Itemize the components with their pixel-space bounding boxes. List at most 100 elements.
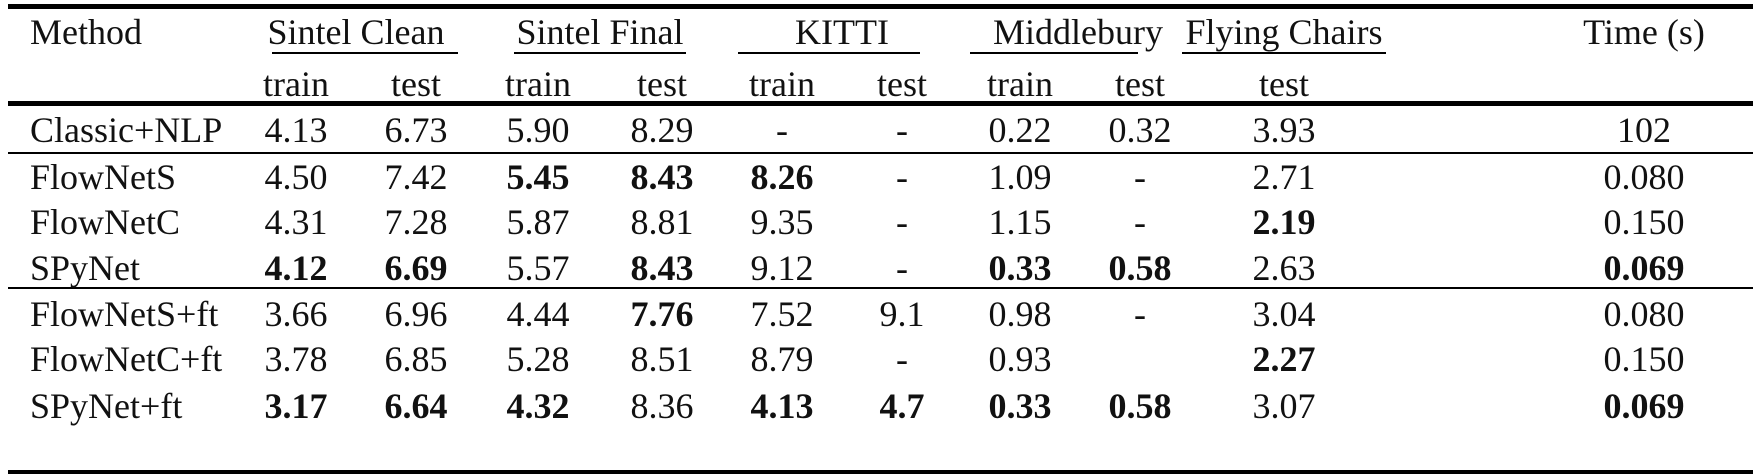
table-cell: 3.78 — [264, 339, 328, 379]
table-cell: 8.29 — [630, 110, 694, 150]
table-cell: - — [1134, 157, 1146, 197]
table-cell: 2.19 — [1252, 202, 1316, 242]
group-rule-2 — [8, 287, 1753, 289]
row-method: FlowNetS — [30, 157, 177, 197]
header-group-5: Flying Chairs — [1185, 12, 1383, 52]
header-group-3: KITTI — [795, 12, 889, 52]
row-method: FlowNetC+ft — [30, 339, 223, 379]
row-method: Classic+NLP — [30, 110, 223, 150]
table-cell: 0.22 — [988, 110, 1052, 150]
table-cell: 4.31 — [264, 202, 328, 242]
table-cell: 3.04 — [1252, 294, 1316, 334]
row-method: FlowNetC — [30, 202, 181, 242]
table-cell: - — [896, 248, 908, 288]
subheader-4: test — [637, 64, 687, 104]
header-group-1: Sintel Clean — [267, 12, 445, 52]
subheader-5: train — [749, 64, 815, 104]
table-cell: 0.33 — [988, 386, 1052, 426]
table-cell: 0.98 — [988, 294, 1052, 334]
table-cell: - — [896, 202, 908, 242]
table-cell: 4.12 — [264, 248, 328, 288]
header-group-underline-4 — [970, 52, 1138, 54]
table-cell: 8.43 — [630, 248, 694, 288]
table-cell: 4.32 — [506, 386, 570, 426]
table-cell: 8.36 — [630, 386, 694, 426]
table-cell: 5.28 — [506, 339, 570, 379]
table-cell: 4.7 — [879, 386, 925, 426]
group-rule-1 — [8, 152, 1753, 154]
table-cell: 0.32 — [1108, 110, 1172, 150]
table-cell: 6.73 — [384, 110, 448, 150]
subheader-1: train — [263, 64, 329, 104]
table-cell: 5.90 — [506, 110, 570, 150]
header-group-underline-3 — [738, 52, 920, 54]
table-cell: 3.66 — [264, 294, 328, 334]
table-cell: 0.58 — [1108, 248, 1172, 288]
table-cell: - — [896, 157, 908, 197]
table-cell: 0.080 — [1603, 294, 1685, 334]
table-cell: 4.44 — [506, 294, 570, 334]
table-cell: 3.07 — [1252, 386, 1316, 426]
results-table: Method Sintel Clean Sintel Final KITTI Middl… — [8, 0, 1753, 476]
subheader-6: test — [877, 64, 927, 104]
header-time: Time (s) — [1583, 12, 1705, 52]
table-cell: 0.150 — [1603, 202, 1685, 242]
table-cell: 0.150 — [1603, 339, 1685, 379]
header-group-underline-5 — [1182, 52, 1386, 54]
table-cell: - — [1134, 294, 1146, 334]
table-cell: 9.12 — [750, 248, 814, 288]
table-cell: 0.069 — [1603, 248, 1685, 288]
table-cell: 5.57 — [506, 248, 570, 288]
row-method: FlowNetS+ft — [30, 294, 219, 334]
row-method: SPyNet+ft — [30, 386, 183, 426]
table-cell: 9.35 — [750, 202, 814, 242]
table-cell: - — [1134, 202, 1146, 242]
bottom-rule — [8, 470, 1753, 474]
table-cell: 7.42 — [384, 157, 448, 197]
header-group-underline-1 — [272, 52, 458, 54]
subheader-8: test — [1115, 64, 1165, 104]
table-cell: 8.43 — [630, 157, 694, 197]
table-cell: 102 — [1617, 110, 1671, 150]
table-cell: 5.87 — [506, 202, 570, 242]
subheader-9: test — [1259, 64, 1309, 104]
table-cell: 6.85 — [384, 339, 448, 379]
table-cell: 3.93 — [1252, 110, 1316, 150]
table-cell: 1.09 — [988, 157, 1052, 197]
table-cell: 4.50 — [264, 157, 328, 197]
table-cell: 6.96 — [384, 294, 448, 334]
table-cell: - — [896, 110, 908, 150]
table-cell: 7.76 — [630, 294, 694, 334]
table-cell: 8.79 — [750, 339, 814, 379]
table-cell: - — [896, 339, 908, 379]
header-group-2: Sintel Final — [516, 12, 684, 52]
table-cell: 3.17 — [264, 386, 328, 426]
table-cell: 9.1 — [879, 294, 925, 334]
subheader-3: train — [505, 64, 571, 104]
table-cell: 8.26 — [750, 157, 814, 197]
table-cell: - — [776, 110, 788, 150]
table-cell: 0.080 — [1603, 157, 1685, 197]
table-cell: 0.58 — [1108, 386, 1172, 426]
header-group-4: Middlebury — [993, 12, 1163, 52]
subheader-7: train — [987, 64, 1053, 104]
table-cell: 4.13 — [264, 110, 328, 150]
table-cell: 4.13 — [750, 386, 814, 426]
top-rule — [8, 4, 1753, 9]
table-cell: 2.71 — [1252, 157, 1316, 197]
table-cell: 2.63 — [1252, 248, 1316, 288]
header-rule — [8, 101, 1753, 106]
table-cell: 2.27 — [1252, 339, 1316, 379]
table-cell: 6.64 — [384, 386, 448, 426]
table-cell: 5.45 — [506, 157, 570, 197]
header-group-underline-2 — [514, 52, 686, 54]
row-method: SPyNet — [30, 248, 141, 288]
table-cell: 0.33 — [988, 248, 1052, 288]
table-cell: 7.52 — [750, 294, 814, 334]
table-cell: 0.93 — [988, 339, 1052, 379]
table-cell: 7.28 — [384, 202, 448, 242]
subheader-2: test — [391, 64, 441, 104]
table-cell: 8.51 — [630, 339, 694, 379]
table-cell: 6.69 — [384, 248, 448, 288]
table-cell: 8.81 — [630, 202, 694, 242]
